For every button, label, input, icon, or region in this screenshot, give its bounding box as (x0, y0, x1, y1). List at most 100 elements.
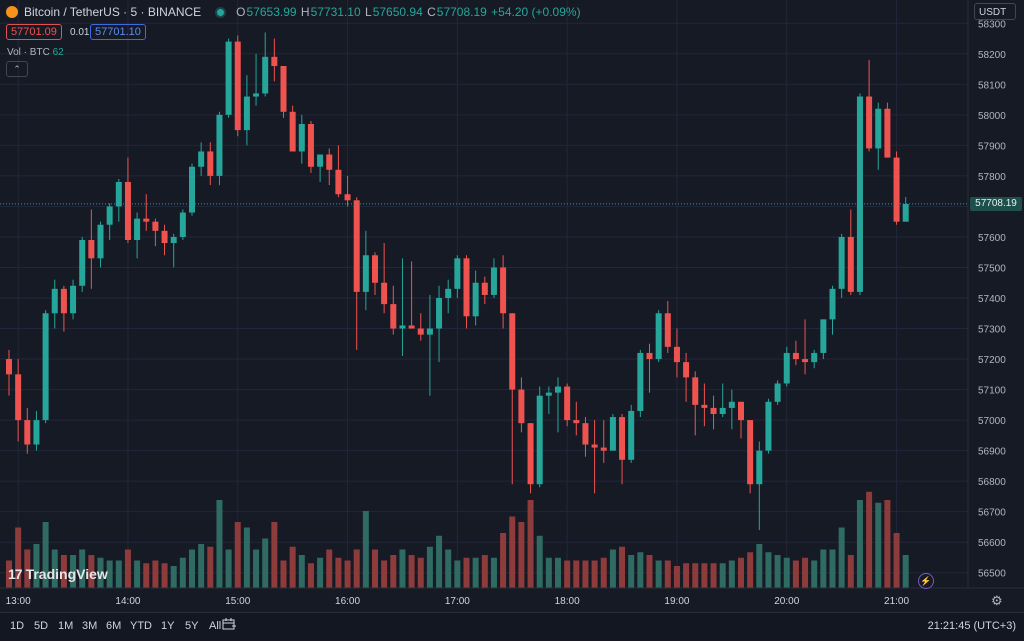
lightning-icon[interactable]: ⚡ (918, 573, 934, 589)
time-axis[interactable]: 13:00 14:00 15:00 16:00 17:00 18:00 19:00 20:00… (6, 596, 910, 607)
candle (847, 209, 854, 295)
timeframe-6m[interactable]: 6M (106, 620, 122, 632)
candle (381, 243, 388, 314)
time-tick-label: 16:00 (335, 596, 360, 607)
price-tick-label: 57500 (978, 263, 1006, 274)
candle (472, 270, 479, 326)
volume-bars (6, 491, 909, 588)
candle-body (115, 182, 122, 207)
candle-body (884, 108, 891, 158)
volume-bar (33, 544, 40, 588)
volume-bar (628, 555, 635, 588)
candle-body (143, 218, 150, 222)
price-tick-label: 58100 (978, 80, 1006, 91)
candle-body (179, 212, 186, 237)
volume-bar (225, 549, 232, 588)
candlestick-chart[interactable]: 56500 56600 56700 56800 56900 57000 57100 57200… (0, 0, 1024, 612)
gear-icon[interactable]: ⚙ (991, 593, 1003, 608)
candle (152, 218, 159, 247)
volume-bar (820, 549, 827, 588)
buy-price-button[interactable]: 57701.10 (90, 24, 146, 40)
candle (884, 102, 891, 158)
price-tick-label: 57000 (978, 416, 1006, 427)
candle (536, 386, 543, 488)
volume-bar (390, 555, 397, 588)
candle (619, 414, 626, 485)
candle-body (207, 151, 214, 176)
market-status-icon[interactable] (217, 8, 225, 16)
volume-bar (500, 533, 507, 588)
candle (500, 255, 507, 329)
collapse-legend-button[interactable]: ⌃ (6, 61, 28, 77)
candle-body (701, 404, 708, 408)
candle-body (747, 420, 754, 485)
candle-body (555, 386, 561, 393)
candle (747, 420, 754, 494)
volume-bar (436, 535, 443, 588)
volume-bar (692, 563, 699, 588)
candle (24, 407, 31, 454)
volume-bar (609, 549, 616, 588)
currency-selector[interactable]: USDT (974, 3, 1016, 20)
volume-bar (536, 535, 543, 588)
clock[interactable]: 21:21:45 (UTC+3) (927, 620, 1016, 632)
change-value: +54.20 (+0.09%) (491, 5, 581, 19)
candle (124, 157, 131, 244)
candle (756, 441, 763, 530)
volume-bar (637, 552, 644, 588)
candle-body (97, 224, 104, 259)
candle (481, 276, 488, 305)
last-price-label: 57708.19 (970, 196, 1022, 211)
volume-bar (600, 557, 607, 588)
timeframe-5y[interactable]: 5Y (185, 620, 199, 632)
candle-body (875, 108, 882, 149)
symbol-title[interactable]: Bitcoin / TetherUS · 5 · BINANCE (24, 5, 202, 19)
volume-bar (481, 555, 488, 588)
volume-bar (216, 500, 223, 588)
timeframe-5d[interactable]: 5D (34, 620, 49, 632)
volume-bar (317, 557, 324, 588)
volume-bar (417, 557, 424, 588)
calendar-range-icon[interactable] (222, 618, 236, 633)
open-label: O (236, 5, 246, 19)
candle-body (829, 288, 836, 320)
candle-body (335, 169, 342, 195)
candle (280, 66, 287, 118)
candle-body (445, 288, 452, 298)
volume-bar (344, 560, 351, 588)
candle (683, 352, 690, 402)
timeframe-1d[interactable]: 1D (10, 620, 25, 632)
candle (161, 224, 168, 256)
candle-body (42, 313, 49, 421)
candle-body (307, 124, 314, 167)
candle (216, 111, 223, 186)
candle (655, 310, 662, 363)
timeframe-1y[interactable]: 1Y (161, 620, 175, 632)
candle (106, 203, 113, 240)
volume-bar (701, 563, 708, 588)
timeframe-1m[interactable]: 1M (58, 620, 74, 632)
candle (362, 230, 369, 311)
candle-body (189, 166, 195, 213)
volume-bar (802, 557, 809, 588)
time-tick-label: 18:00 (555, 596, 580, 607)
candle-body (161, 230, 168, 244)
volume-bar (179, 557, 186, 588)
volume-bar (454, 560, 461, 588)
candle-body (426, 328, 433, 335)
timeframe-all[interactable]: All (209, 620, 222, 632)
candle-body (70, 285, 77, 314)
candle (207, 142, 214, 186)
volume-bar (472, 557, 479, 588)
volume-bar (866, 491, 873, 588)
price-axis[interactable]: 56500 56600 56700 56800 56900 57000 57100 57200… (978, 19, 1006, 579)
timeframe-ytd[interactable]: YTD (130, 620, 152, 632)
sell-price-button[interactable]: 57701.09 (6, 24, 62, 40)
tradingview-logo[interactable]: 17 TradingView (8, 566, 108, 582)
candle (866, 59, 873, 152)
volume-bar (582, 560, 589, 588)
timeframe-3m[interactable]: 3M (82, 620, 98, 632)
candle (792, 340, 799, 366)
price-tick-label: 56800 (978, 477, 1006, 488)
volume-bar (564, 560, 571, 588)
